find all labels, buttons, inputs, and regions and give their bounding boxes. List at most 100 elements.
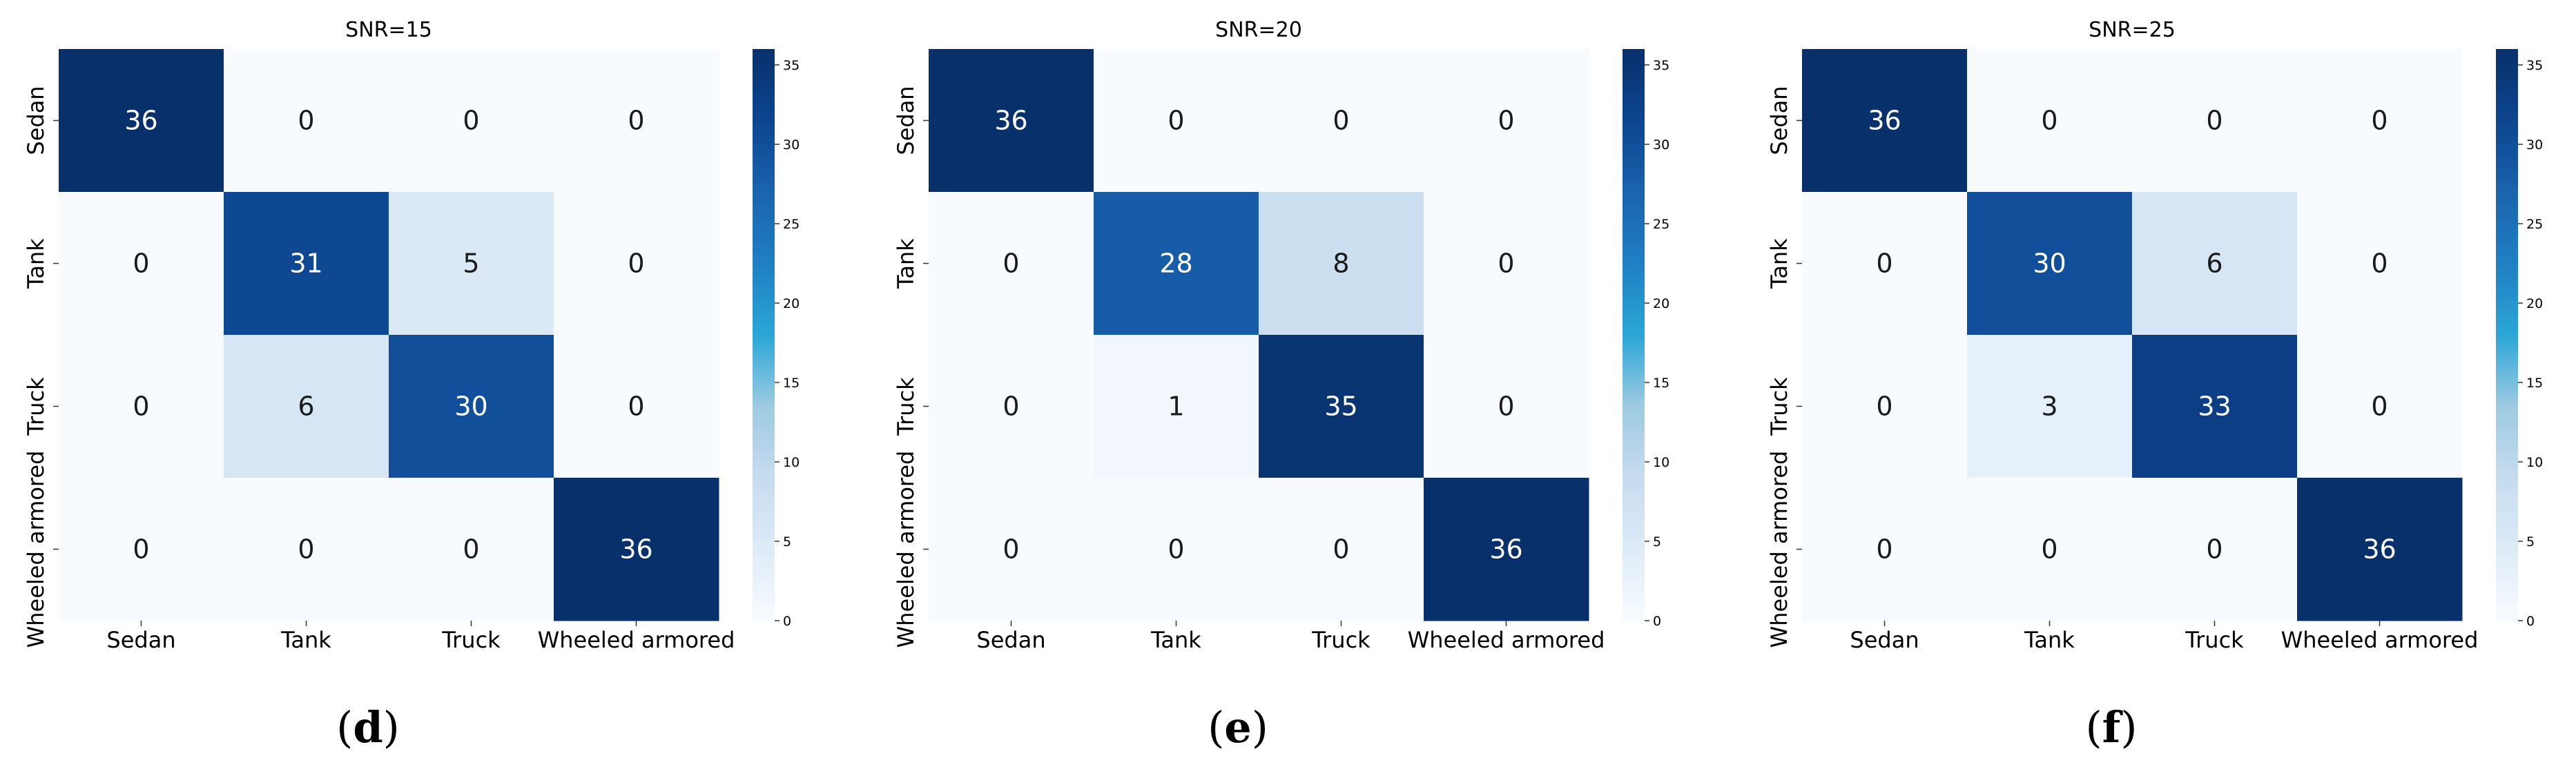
cell-value-label: 0 <box>2041 534 2057 565</box>
heatmap-cell <box>2297 478 2463 621</box>
colorbar-tick-label: 0 <box>1653 614 1661 629</box>
y-tick-label: Sedan <box>893 86 919 155</box>
cell-value-label: 5 <box>463 249 479 279</box>
cell-value-label: 31 <box>289 249 322 279</box>
cell-value-label: 0 <box>463 534 479 565</box>
heatmap-cell <box>2297 335 2463 478</box>
cell-value-label: 36 <box>124 106 157 136</box>
panel-title: SNR=25 <box>2089 18 2176 42</box>
cell-value-label: 35 <box>1324 391 1357 422</box>
cell-value-label: 0 <box>1003 534 1019 565</box>
heatmap-cell <box>929 478 1094 621</box>
y-tick-label: Truck <box>1766 377 1792 436</box>
cell-value-label: 30 <box>2033 249 2066 279</box>
heatmap-cell <box>1259 192 1424 336</box>
heatmap-cell <box>1094 335 1259 478</box>
heatmap-cell <box>389 478 554 621</box>
heatmap-cell <box>1424 49 1589 193</box>
heatmap-cell <box>2132 478 2298 621</box>
heatmap-panel-1: SNR=15 36 0 0 0 0 31 5 0 0 6 30 0 0 0 0 36 Sedan Tank Truck… <box>23 18 800 753</box>
y-tick-label: Tank <box>23 238 49 289</box>
colorbar-tick-label: 20 <box>2526 296 2543 311</box>
x-tick-label: Wheeled armored <box>2281 627 2479 653</box>
colorbar-tick-label: 20 <box>783 296 800 311</box>
x-tick-label: Tank <box>2024 627 2075 653</box>
cell-value-label: 36 <box>994 106 1027 136</box>
heatmap-panel-2: SNR=20 36 0 0 0 0 28 8 0 0 1 35 0 0 0 0 36 Sedan Tank Truck… <box>893 18 1669 753</box>
colorbar-tick-label: 35 <box>783 58 800 73</box>
heatmap-cell <box>2132 49 2298 193</box>
colorbar-tick-label: 5 <box>783 534 791 550</box>
cell-value-label: 28 <box>1159 249 1192 279</box>
heatmap-cell <box>1094 478 1259 621</box>
cell-value-label: 0 <box>1498 249 1514 279</box>
colorbar-tick-label: 25 <box>783 217 800 232</box>
x-tick-label: Truck <box>441 627 501 653</box>
heatmap-cell <box>1094 49 1259 193</box>
heatmap-cell <box>1424 335 1589 478</box>
panel-title: SNR=20 <box>1215 18 1302 42</box>
y-tick-label: Tank <box>1766 238 1792 289</box>
colorbar-tick-label: 25 <box>2526 217 2543 232</box>
colorbar-tick-label: 35 <box>1653 58 1669 73</box>
heatmap-cell <box>389 192 554 336</box>
cell-value-label: 6 <box>2206 249 2222 279</box>
cell-value-label: 0 <box>1876 391 1892 422</box>
colorbar-tick-label: 15 <box>2526 376 2543 391</box>
cell-value-label: 0 <box>133 391 149 422</box>
heatmap-cell <box>389 49 554 193</box>
cell-value-label: 1 <box>1168 391 1184 422</box>
cell-value-label: 6 <box>298 391 314 422</box>
cell-value-label: 36 <box>1868 106 1901 136</box>
heatmap-cell <box>1802 478 1968 621</box>
heatmap-cell <box>1967 335 2133 478</box>
cell-value-label: 0 <box>463 106 479 136</box>
panel-caption: (e) <box>1208 702 1268 753</box>
cell-value-label: 0 <box>1168 534 1184 565</box>
colorbar <box>2496 49 2518 621</box>
cell-value-label: 33 <box>2198 391 2231 422</box>
cell-value-label: 0 <box>298 106 314 136</box>
heatmap-cell <box>1424 192 1589 336</box>
colorbar-tick-label: 30 <box>2526 137 2543 153</box>
colorbar <box>1623 49 1645 621</box>
cell-value-label: 0 <box>628 249 644 279</box>
cell-value-label: 0 <box>2371 391 2388 422</box>
colorbar-tick-label: 5 <box>2526 534 2535 550</box>
cell-value-label: 0 <box>1333 106 1349 136</box>
cell-value-label: 0 <box>2371 249 2388 279</box>
heatmap-cell <box>224 49 389 193</box>
cell-value-label: 0 <box>1003 249 1019 279</box>
cell-value-label: 0 <box>628 391 644 422</box>
heatmap-cell <box>2132 335 2298 478</box>
cell-value-label: 0 <box>1498 391 1514 422</box>
y-tick-label: Sedan <box>23 86 49 155</box>
y-tick-label: Wheeled armored <box>23 451 49 648</box>
y-tick-label: Sedan <box>1766 86 1792 155</box>
heatmap-cell <box>1424 478 1589 621</box>
colorbar-tick-label: 15 <box>783 376 800 391</box>
y-tick-label: Wheeled armored <box>1766 451 1792 648</box>
colorbar-tick-label: 5 <box>1653 534 1661 550</box>
x-tick-label: Tank <box>280 627 331 653</box>
heatmap-cell <box>554 49 719 193</box>
y-tick-label: Truck <box>23 377 49 436</box>
cell-value-label: 36 <box>1489 534 1522 565</box>
cell-value-label: 0 <box>2206 534 2222 565</box>
cell-value-label: 0 <box>628 106 644 136</box>
heatmap-cell <box>1967 192 2133 336</box>
colorbar-tick-label: 35 <box>2526 58 2543 73</box>
colorbar-tick-label: 0 <box>783 614 791 629</box>
heatmap-cell <box>1259 478 1424 621</box>
colorbar <box>753 49 775 621</box>
heatmap-cell <box>554 335 719 478</box>
heatmap-cell <box>929 335 1094 478</box>
x-tick-label: Wheeled armored <box>1408 627 1605 653</box>
x-tick-label: Sedan <box>976 627 1045 653</box>
heatmap-cell <box>929 49 1094 193</box>
y-tick-label: Tank <box>893 238 919 289</box>
heatmap-cell <box>59 478 224 621</box>
cell-value-label: 0 <box>1003 391 1019 422</box>
